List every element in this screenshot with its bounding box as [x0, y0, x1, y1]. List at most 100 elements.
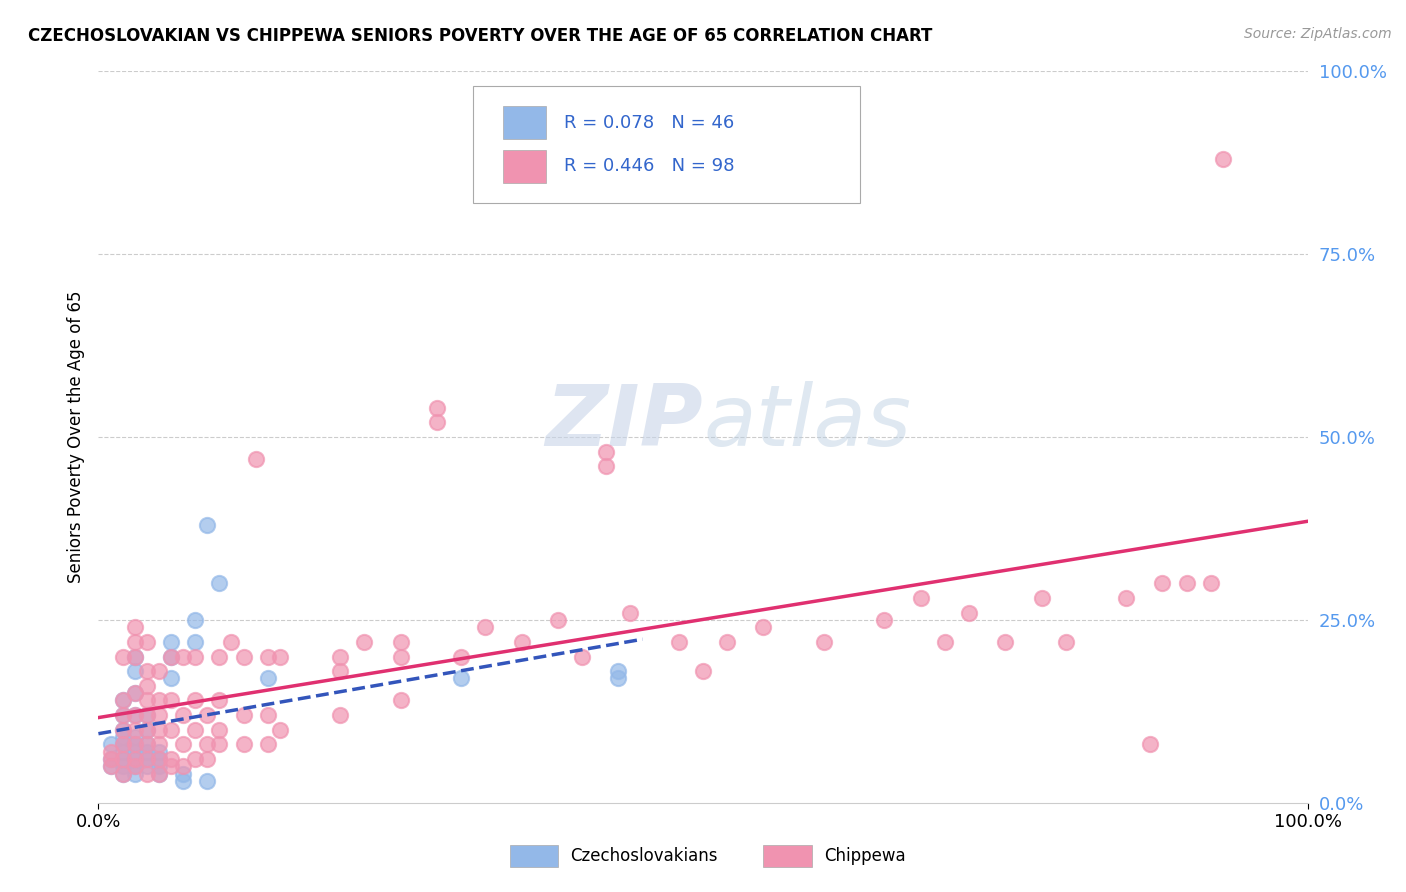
Point [813, 635, 835, 649]
Point [1152, 576, 1174, 591]
Point [111, 759, 134, 773]
Point [160, 693, 183, 707]
Point [100, 752, 122, 766]
Point [232, 649, 254, 664]
Point [547, 613, 569, 627]
Point [389, 635, 412, 649]
Point [172, 737, 194, 751]
Point [571, 649, 593, 664]
Point [148, 723, 170, 737]
Y-axis label: Seniors Poverty Over the Age of 65: Seniors Poverty Over the Age of 65 [66, 291, 84, 583]
Point [111, 649, 134, 664]
Point [135, 723, 157, 737]
Point [148, 752, 170, 766]
Point [1054, 635, 1077, 649]
Point [124, 759, 146, 773]
Point [111, 745, 134, 759]
Point [1199, 576, 1222, 591]
Point [124, 649, 146, 664]
Point [111, 730, 134, 744]
Point [111, 723, 134, 737]
Text: R = 0.078   N = 46: R = 0.078 N = 46 [564, 113, 734, 131]
Point [269, 649, 291, 664]
Point [148, 745, 170, 759]
Point [111, 737, 134, 751]
Point [111, 708, 134, 723]
Point [208, 737, 231, 751]
Point [148, 766, 170, 780]
Point [184, 693, 207, 707]
Point [910, 591, 932, 605]
Point [195, 773, 218, 788]
Point [124, 745, 146, 759]
Point [135, 752, 157, 766]
Point [135, 679, 157, 693]
Point [124, 737, 146, 751]
Point [256, 708, 278, 723]
Point [100, 752, 122, 766]
Point [752, 620, 775, 634]
Point [172, 759, 194, 773]
Point [329, 664, 352, 678]
Point [135, 723, 157, 737]
Point [1115, 591, 1137, 605]
Point [135, 708, 157, 723]
Point [148, 708, 170, 723]
Text: Czechoslovakians: Czechoslovakians [569, 847, 717, 865]
Point [135, 693, 157, 707]
Point [100, 745, 122, 759]
Point [619, 606, 641, 620]
Point [160, 649, 183, 664]
Point [111, 752, 134, 766]
Point [221, 635, 243, 649]
Point [124, 752, 146, 766]
Point [124, 708, 146, 723]
Point [135, 752, 157, 766]
Point [172, 773, 194, 788]
Point [195, 737, 218, 751]
Point [692, 664, 714, 678]
Point [184, 613, 207, 627]
Point [160, 672, 183, 686]
Text: CZECHOSLOVAKIAN VS CHIPPEWA SENIORS POVERTY OVER THE AGE OF 65 CORRELATION CHART: CZECHOSLOVAKIAN VS CHIPPEWA SENIORS POVE… [28, 27, 932, 45]
Text: R = 0.446   N = 98: R = 0.446 N = 98 [564, 158, 734, 176]
Point [148, 759, 170, 773]
Point [124, 708, 146, 723]
Point [172, 649, 194, 664]
Point [208, 693, 231, 707]
Point [111, 766, 134, 780]
Point [873, 613, 896, 627]
Point [450, 672, 472, 686]
Point [135, 635, 157, 649]
Point [148, 664, 170, 678]
Point [111, 737, 134, 751]
Point [1175, 576, 1198, 591]
FancyBboxPatch shape [503, 106, 546, 139]
Point [269, 723, 291, 737]
Point [111, 693, 134, 707]
Point [124, 730, 146, 744]
Point [124, 737, 146, 751]
Point [148, 693, 170, 707]
Point [208, 576, 231, 591]
Point [124, 686, 146, 700]
Point [208, 723, 231, 737]
Point [426, 401, 449, 415]
Point [607, 664, 630, 678]
Point [668, 635, 690, 649]
Point [256, 672, 278, 686]
Point [208, 649, 231, 664]
Point [184, 752, 207, 766]
Point [595, 444, 617, 458]
Point [607, 672, 630, 686]
Point [124, 686, 146, 700]
Point [232, 708, 254, 723]
Point [595, 459, 617, 474]
Point [195, 517, 218, 532]
Point [195, 752, 218, 766]
Text: Chippewa: Chippewa [824, 847, 905, 865]
Point [934, 635, 956, 649]
Point [124, 620, 146, 634]
Point [135, 708, 157, 723]
Point [1139, 737, 1161, 751]
